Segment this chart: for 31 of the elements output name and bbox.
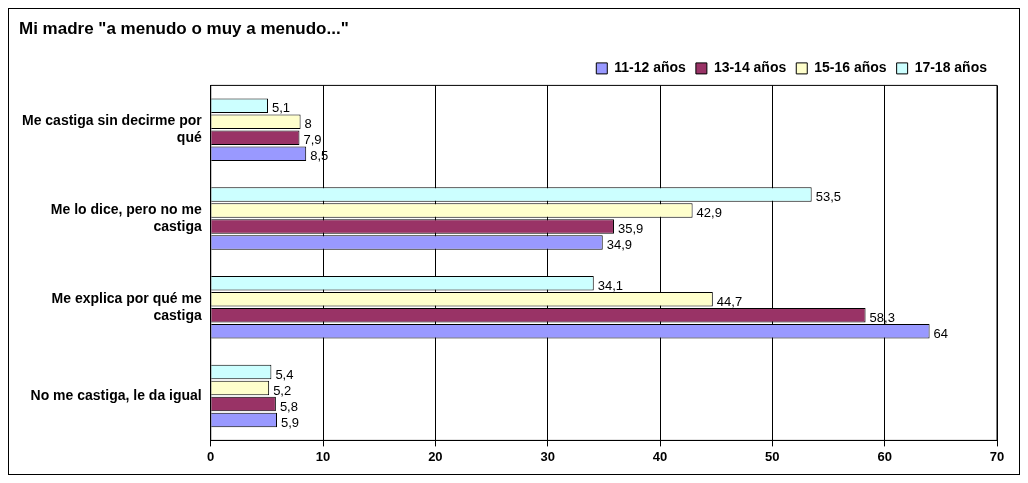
data-label: 34,1 bbox=[597, 277, 624, 293]
x-tick-label: 70 bbox=[989, 448, 1005, 464]
legend-label: 15-16 años bbox=[814, 59, 887, 76]
legend-label: 13-14 años bbox=[713, 59, 787, 76]
data-label: 5,2 bbox=[273, 382, 292, 398]
legend-label: 11-12 años bbox=[614, 59, 687, 76]
x-tick-label: 0 bbox=[207, 448, 215, 464]
data-label: 5,8 bbox=[279, 398, 298, 414]
y-tick-label: No me castiga, le da igual bbox=[30, 386, 202, 403]
data-label: 5,1 bbox=[272, 100, 291, 116]
x-tick-label: 10 bbox=[315, 448, 331, 464]
data-label: 34,9 bbox=[606, 237, 633, 253]
data-label: 5,9 bbox=[281, 414, 300, 430]
data-label: 8 bbox=[304, 116, 312, 132]
x-tick-label: 60 bbox=[877, 448, 892, 464]
chart-title: Mi madre "a menudo o muy a menudo..." bbox=[19, 18, 349, 38]
data-label: 35,9 bbox=[617, 221, 644, 237]
data-label: 53,5 bbox=[815, 189, 841, 205]
data-label: 7,9 bbox=[303, 132, 322, 148]
data-label: 64 bbox=[933, 325, 949, 341]
x-tick-label: 40 bbox=[652, 448, 668, 464]
x-tick-label: 50 bbox=[765, 448, 780, 464]
x-tick-label: 20 bbox=[428, 448, 443, 464]
data-label: 42,9 bbox=[696, 205, 722, 221]
legend-label: 17-18 años bbox=[914, 59, 988, 76]
data-label: 44,7 bbox=[716, 293, 743, 309]
y-tick-label: Me explica por qué me castiga bbox=[51, 289, 202, 323]
data-label: 5,4 bbox=[275, 366, 294, 382]
y-tick-label: Me castiga sin decirme por qué bbox=[22, 112, 203, 146]
x-tick-label: 30 bbox=[540, 448, 555, 464]
y-tick-label: Me lo dice, pero no me castiga bbox=[50, 200, 202, 234]
